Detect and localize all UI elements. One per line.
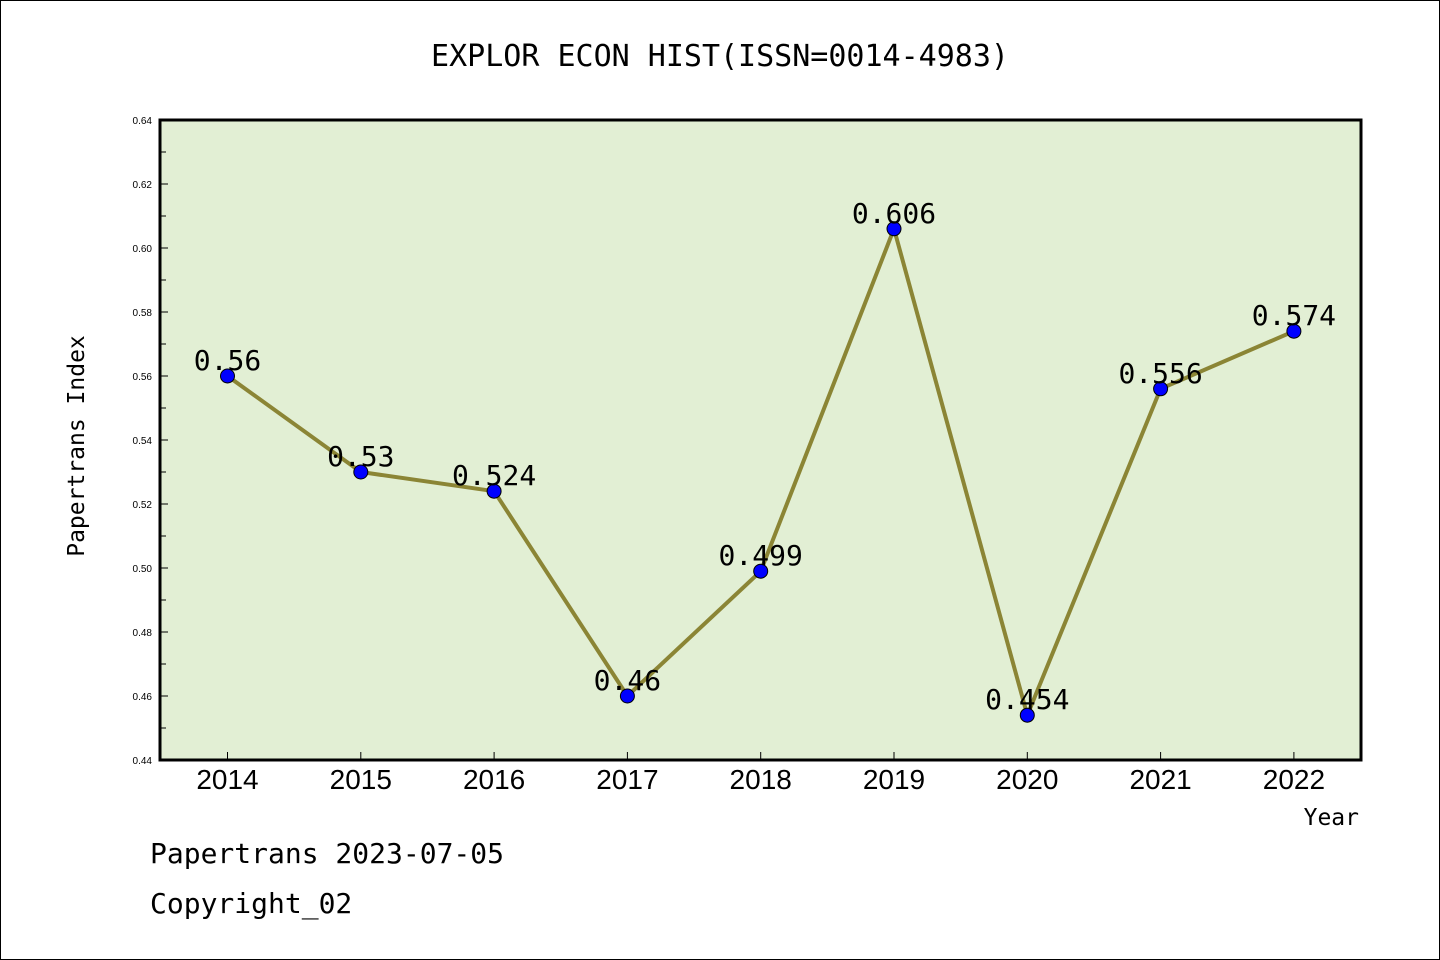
y-axis-label: Papertrans Index xyxy=(64,335,90,557)
data-label: 0.524 xyxy=(452,459,536,492)
data-label: 0.606 xyxy=(852,197,936,230)
data-label: 0.53 xyxy=(327,440,394,473)
y-tick-label: 0.60 xyxy=(133,244,153,255)
x-axis-label: Year xyxy=(1304,805,1359,831)
x-tick-label: 2015 xyxy=(330,764,392,795)
x-tick-label: 2016 xyxy=(463,764,525,795)
y-tick-label: 0.50 xyxy=(133,564,153,575)
x-tick-label: 2022 xyxy=(1263,764,1325,795)
x-tick-label: 2014 xyxy=(196,764,258,795)
data-label: 0.574 xyxy=(1252,299,1336,332)
footer-date: Papertrans 2023-07-05 xyxy=(150,837,504,870)
data-point xyxy=(1286,323,1302,339)
data-point xyxy=(753,563,769,579)
data-point xyxy=(619,688,635,704)
y-tick-label: 0.52 xyxy=(133,500,153,511)
data-label: 0.56 xyxy=(194,344,261,377)
x-tick-label: 2020 xyxy=(996,764,1058,795)
x-tick-label: 2021 xyxy=(1129,764,1191,795)
data-label: 0.46 xyxy=(594,664,661,697)
footer-copyright: Copyright_02 xyxy=(150,887,352,921)
data-point xyxy=(1153,381,1169,397)
y-tick-label: 0.62 xyxy=(133,180,153,191)
y-tick-label: 0.64 xyxy=(133,116,153,127)
data-point xyxy=(1019,707,1035,723)
x-tick-label: 2018 xyxy=(730,764,792,795)
data-point xyxy=(886,221,902,237)
y-tick-label: 0.44 xyxy=(133,756,153,767)
x-tick-label: 2019 xyxy=(863,764,925,795)
series-markers xyxy=(220,221,1302,723)
data-point xyxy=(353,464,369,480)
data-label: 0.499 xyxy=(719,539,803,572)
x-tick-label: 2017 xyxy=(596,764,658,795)
y-tick-label: 0.58 xyxy=(133,308,153,319)
y-axis-ticks: 0.44 0.46 0.48 0.50 0.52 0.54 0.56 0.58 0.60 0.62… xyxy=(133,116,168,767)
data-labels: 0.56 0.53 0.524 0.46 0.499 0.606 0.454 0.556 0.5… xyxy=(194,197,1336,716)
y-tick-label: 0.48 xyxy=(133,628,153,639)
chart-title: EXPLOR ECON HIST(ISSN=0014-4983) xyxy=(431,39,1009,74)
data-point xyxy=(220,368,235,384)
data-label: 0.454 xyxy=(985,683,1069,716)
x-axis-ticks: 2014 2015 2016 2017 2018 2019 2020 2021 2022 xyxy=(196,752,1325,795)
y-tick-label: 0.54 xyxy=(133,436,153,447)
y-tick-label: 0.56 xyxy=(133,372,153,383)
y-tick-label: 0.46 xyxy=(133,692,153,703)
plot-area xyxy=(158,118,1363,762)
data-label: 0.556 xyxy=(1118,357,1202,390)
data-point xyxy=(486,483,502,499)
